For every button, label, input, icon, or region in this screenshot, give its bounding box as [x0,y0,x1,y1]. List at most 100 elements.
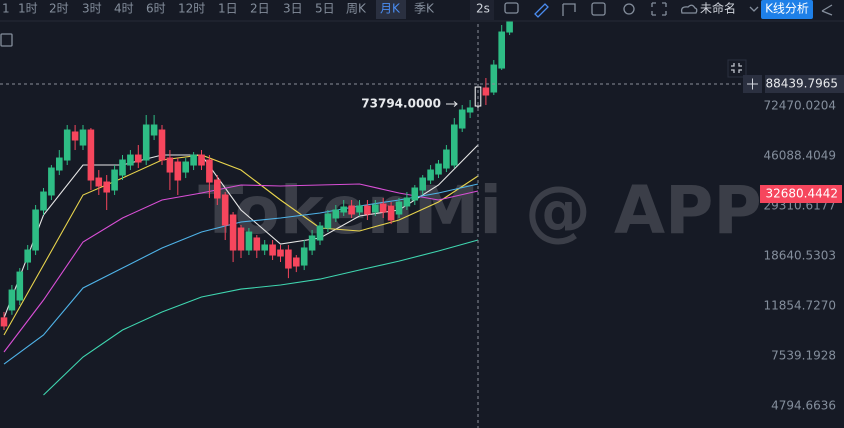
y-tick-label: 72470.0204 [763,99,836,113]
interval-tab[interactable]: 月K [380,2,401,16]
candle-body[interactable] [419,177,426,191]
candle-body[interactable] [40,191,47,211]
candle-body[interactable] [79,129,87,146]
candle-body[interactable] [166,157,174,173]
interval-tab[interactable]: 2时 [49,2,69,16]
camera-icon[interactable] [504,2,519,14]
candle-body[interactable] [395,201,403,215]
dropdown-icon[interactable] [749,6,759,12]
candle-body[interactable] [24,249,31,263]
candle-body[interactable] [119,159,126,176]
interval-tab[interactable]: 1日 [218,2,238,16]
candle-body[interactable] [206,159,213,183]
candle-body[interactable] [293,257,300,267]
interval-tab[interactable]: 6时 [146,2,166,16]
candle-body[interactable] [8,289,16,311]
interval-tab[interactable]: 周K [346,2,367,16]
collapse-box[interactable] [727,59,747,78]
candle-body[interactable] [411,187,419,201]
candle-body[interactable] [372,204,379,213]
candle-body[interactable] [364,205,371,215]
tool-icon[interactable] [562,3,576,16]
interval-tab[interactable]: 12时 [178,2,205,16]
candle-body[interactable] [316,225,324,241]
candle-body[interactable] [490,64,498,93]
annotation-label: 73794.0000 [361,97,441,111]
candle-body[interactable] [16,271,24,301]
candle-body[interactable] [135,154,142,163]
copy-icon[interactable] [0,33,13,47]
candle-body[interactable] [150,124,158,136]
candle-body[interactable] [32,209,39,251]
candle-body[interactable] [285,249,292,269]
candle-body[interactable] [229,214,237,251]
interval-tab[interactable]: 1时 [18,2,38,16]
candle-body[interactable] [71,131,79,141]
interval-tab[interactable]: 3日 [283,2,303,16]
candle-body[interactable] [142,124,150,161]
candle-body[interactable] [48,167,55,196]
candle-body[interactable] [498,31,505,69]
candle-body[interactable] [482,87,490,96]
candle-body[interactable] [221,194,229,226]
candle-body[interactable] [348,205,355,215]
candle-body[interactable] [198,154,205,166]
candle-body[interactable] [174,161,182,181]
candle-body[interactable] [403,197,411,207]
y-tick-label: 7539.1928 [771,349,836,363]
candle-body[interactable] [95,177,103,187]
candle-body[interactable] [277,249,284,257]
analysis-button-bg[interactable] [761,0,813,19]
layout-name[interactable]: 未命名 [700,1,736,16]
candle-body[interactable] [356,205,363,213]
candle-body[interactable] [458,109,466,129]
candle-body[interactable] [379,203,387,213]
candle-body[interactable] [56,157,63,171]
candle-body[interactable] [308,235,316,251]
interval-tab[interactable]: 2日 [250,2,270,16]
refresh-bg [470,0,494,20]
interval-active-bg [376,0,406,19]
candle-body[interactable] [435,163,442,175]
candle-body[interactable] [300,247,308,266]
candle-body[interactable] [111,169,118,191]
candle-body[interactable] [214,179,221,199]
interval-tab[interactable]: 1 [2,2,10,16]
refresh-rate[interactable]: 2s [476,2,490,16]
share-icon[interactable] [821,4,833,16]
candle-body[interactable] [0,317,8,327]
candle-body[interactable] [103,181,111,193]
candle-body[interactable] [253,237,261,251]
interval-tab[interactable]: 季K [414,2,435,16]
candle-body[interactable] [182,161,189,173]
collapse-icon[interactable] [731,63,742,73]
interval-tab[interactable]: 5日 [315,2,335,16]
candle-body[interactable] [237,227,245,251]
interval-tab[interactable]: 3时 [82,2,102,16]
analysis-button[interactable]: K线分析 [765,2,809,16]
draw-icon[interactable] [534,3,549,18]
candle-body[interactable] [269,244,276,256]
box-icon[interactable] [591,2,606,16]
candle-body[interactable] [387,205,395,221]
candle-body[interactable] [63,129,71,161]
candle-body[interactable] [190,154,197,166]
settings-icon[interactable] [623,3,635,15]
interval-tab[interactable]: 4时 [114,2,134,16]
candle-body[interactable] [340,206,347,213]
candle-body[interactable] [427,169,434,181]
candle-body[interactable] [466,107,474,113]
candle-body[interactable] [87,129,95,181]
candle-body[interactable] [245,231,253,251]
candle-body[interactable] [261,244,268,251]
candle-body[interactable] [451,124,458,166]
plus-icon [747,78,758,90]
candle-body[interactable] [158,129,166,161]
candle-body[interactable] [443,149,450,169]
candle-body[interactable] [127,154,134,166]
fullscreen-icon[interactable] [651,2,667,16]
cloud-icon[interactable] [680,4,698,14]
candle-body[interactable] [332,209,340,219]
candle-body[interactable] [324,213,332,229]
